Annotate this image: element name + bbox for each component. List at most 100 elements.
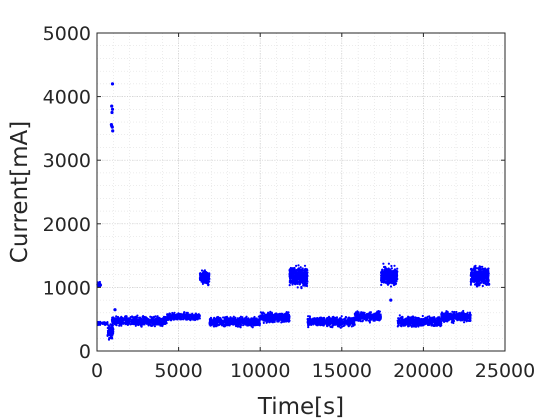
data-point (465, 320, 468, 323)
data-point (274, 314, 278, 317)
data-point (234, 318, 237, 321)
data-point (239, 326, 242, 329)
data-point (135, 316, 139, 319)
data-point (287, 311, 290, 314)
data-point (440, 318, 443, 321)
data-point (399, 320, 402, 323)
data-point (136, 314, 139, 317)
data-point (212, 317, 215, 320)
data-point (440, 313, 444, 316)
data-point (107, 338, 111, 341)
data-point (191, 312, 194, 315)
data-point (131, 315, 134, 319)
data-point (386, 277, 389, 280)
data-point (264, 316, 267, 319)
data-point (214, 317, 217, 321)
data-point (276, 313, 279, 316)
data-point (469, 314, 472, 317)
data-point (315, 322, 318, 325)
data-point (394, 282, 398, 285)
data-point (379, 314, 382, 317)
data-point (427, 319, 430, 322)
data-point (464, 314, 468, 318)
data-point (135, 319, 138, 322)
data-point (144, 320, 147, 323)
data-point (291, 277, 294, 280)
data-point (440, 311, 444, 314)
data-point (270, 317, 273, 320)
data-point (299, 277, 302, 280)
data-point (149, 323, 152, 327)
data-point (405, 317, 408, 320)
data-point (258, 322, 261, 325)
data-point (304, 267, 307, 270)
data-point (377, 311, 380, 314)
data-point (388, 268, 391, 271)
data-point (147, 318, 150, 321)
data-point (353, 313, 356, 316)
data-point (125, 318, 128, 322)
data-point (478, 265, 481, 268)
data-point (280, 318, 283, 322)
data-point (167, 316, 170, 319)
data-point (316, 319, 319, 322)
data-point (269, 311, 272, 314)
data-point (198, 272, 202, 275)
data-point (419, 321, 422, 324)
data-point (439, 324, 442, 327)
data-point (303, 272, 306, 275)
data-point (207, 275, 210, 278)
data-point (262, 312, 265, 315)
data-point (370, 316, 373, 319)
data-point (395, 270, 398, 273)
data-point (395, 280, 398, 283)
data-point (232, 317, 235, 320)
data-point (200, 274, 203, 277)
data-point (304, 279, 307, 282)
data-point (347, 318, 350, 321)
data-point (409, 316, 412, 319)
data-point (402, 322, 405, 325)
data-point (162, 315, 166, 318)
data-point (422, 324, 425, 327)
data-point (428, 315, 431, 318)
data-point (288, 284, 291, 287)
data-point (468, 319, 471, 322)
data-point (193, 315, 196, 318)
data-point (449, 317, 453, 320)
data-point (126, 323, 129, 326)
data-point (112, 321, 115, 324)
data-point (243, 322, 246, 325)
data-point (222, 325, 225, 328)
data-point (402, 319, 405, 322)
data-point (396, 267, 399, 270)
data-point (158, 317, 161, 320)
data-point (288, 317, 291, 320)
data-point (224, 316, 227, 319)
data-point (97, 285, 100, 288)
data-point (122, 322, 125, 325)
data-point (343, 320, 346, 323)
data-point (452, 316, 455, 319)
data-point (259, 314, 262, 317)
data-point (274, 312, 278, 315)
data-point (447, 312, 450, 315)
data-point (215, 316, 219, 319)
data-point (252, 319, 255, 322)
data-point (296, 275, 299, 279)
data-point (307, 322, 310, 325)
data-point (359, 318, 362, 321)
data-point (180, 313, 183, 316)
data-point (319, 316, 322, 319)
data-point (243, 319, 246, 322)
data-point (174, 314, 177, 317)
data-point (452, 319, 456, 323)
data-point (115, 315, 118, 318)
data-point (209, 324, 212, 327)
data-point (382, 262, 385, 265)
data-point (106, 322, 109, 325)
data-point (395, 278, 398, 281)
data-point (118, 321, 121, 324)
data-point (407, 315, 410, 318)
data-point (169, 317, 172, 320)
